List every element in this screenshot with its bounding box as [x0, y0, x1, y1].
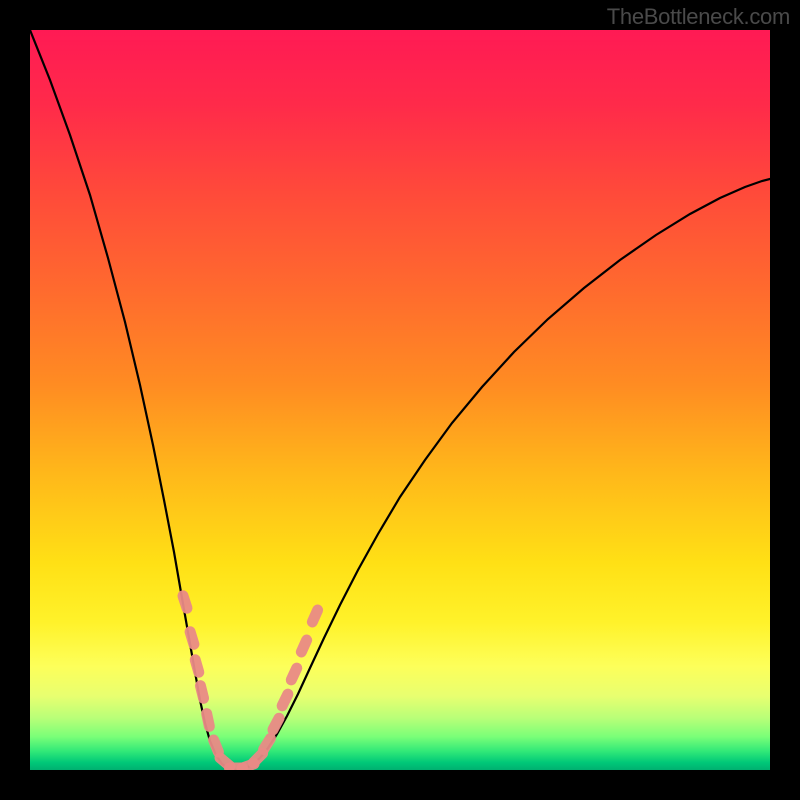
plot-area [30, 30, 770, 770]
chart-frame: TheBottleneck.com [0, 0, 800, 800]
chart-svg [30, 30, 770, 770]
gradient-background [30, 30, 770, 770]
watermark-text: TheBottleneck.com [607, 4, 790, 30]
